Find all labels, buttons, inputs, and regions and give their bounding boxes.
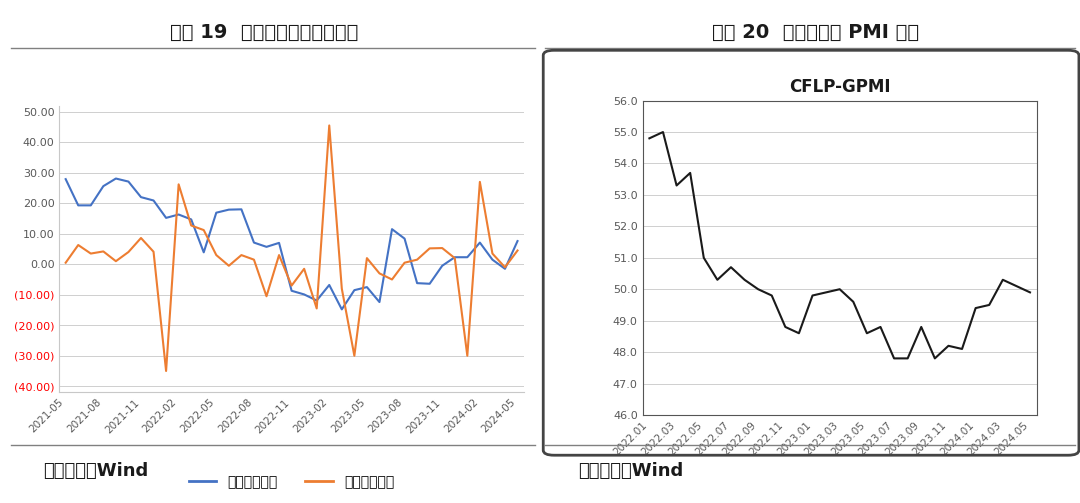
Legend: 出口当月同比, 出口当月环比: 出口当月同比, 出口当月环比 bbox=[183, 469, 401, 494]
Text: 图表 19  以美元计价的出口增速: 图表 19 以美元计价的出口增速 bbox=[171, 23, 359, 42]
Text: 图表 20  全球制造业 PMI 指数: 图表 20 全球制造业 PMI 指数 bbox=[712, 23, 919, 42]
Text: 数据来源：Wind: 数据来源：Wind bbox=[43, 462, 148, 480]
Text: 数据来源：Wind: 数据来源：Wind bbox=[578, 462, 683, 480]
Title: CFLP-GPMI: CFLP-GPMI bbox=[789, 78, 890, 96]
